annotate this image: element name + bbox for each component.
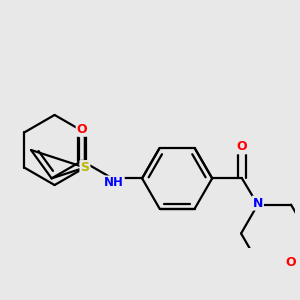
Text: N: N [253, 196, 263, 210]
Text: O: O [76, 123, 87, 136]
Text: S: S [80, 161, 89, 174]
Text: O: O [237, 140, 247, 153]
Text: NH: NH [104, 176, 124, 189]
Text: O: O [286, 256, 296, 269]
